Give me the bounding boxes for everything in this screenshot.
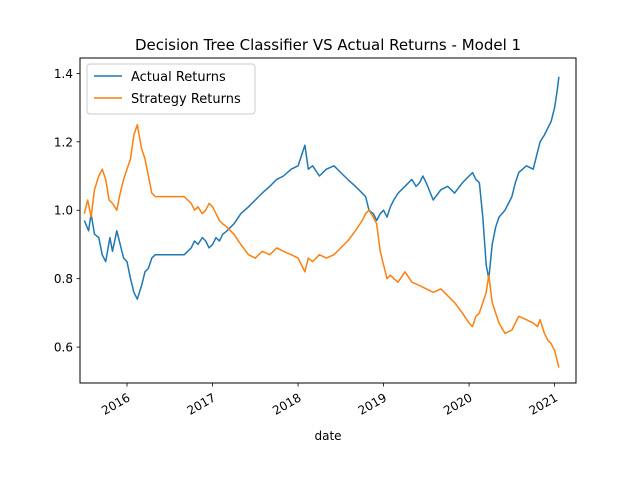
y-tick-label: 1.4 bbox=[54, 67, 73, 81]
series-line-actual-returns bbox=[83, 76, 560, 300]
y-tick-label: 0.6 bbox=[54, 341, 73, 355]
plot-frame bbox=[79, 57, 577, 384]
y-tick-label: 1.2 bbox=[54, 135, 73, 149]
y-axis: 0.6 0.8 1.0 1.2 1.4 bbox=[54, 67, 80, 355]
legend: Actual Returns Strategy Returns bbox=[86, 63, 256, 115]
series-line-strategy-returns bbox=[83, 123, 560, 368]
y-tick-label: 0.8 bbox=[54, 272, 73, 286]
legend-label-strategy-returns: Strategy Returns bbox=[131, 92, 241, 107]
legend-box bbox=[86, 63, 256, 115]
series-layer bbox=[83, 76, 560, 368]
y-tick-label: 1.0 bbox=[54, 204, 73, 218]
x-axis-title: date bbox=[314, 429, 341, 443]
legend-label-actual-returns: Actual Returns bbox=[131, 70, 226, 85]
chart-title: Decision Tree Classifier VS Actual Retur… bbox=[135, 36, 521, 54]
